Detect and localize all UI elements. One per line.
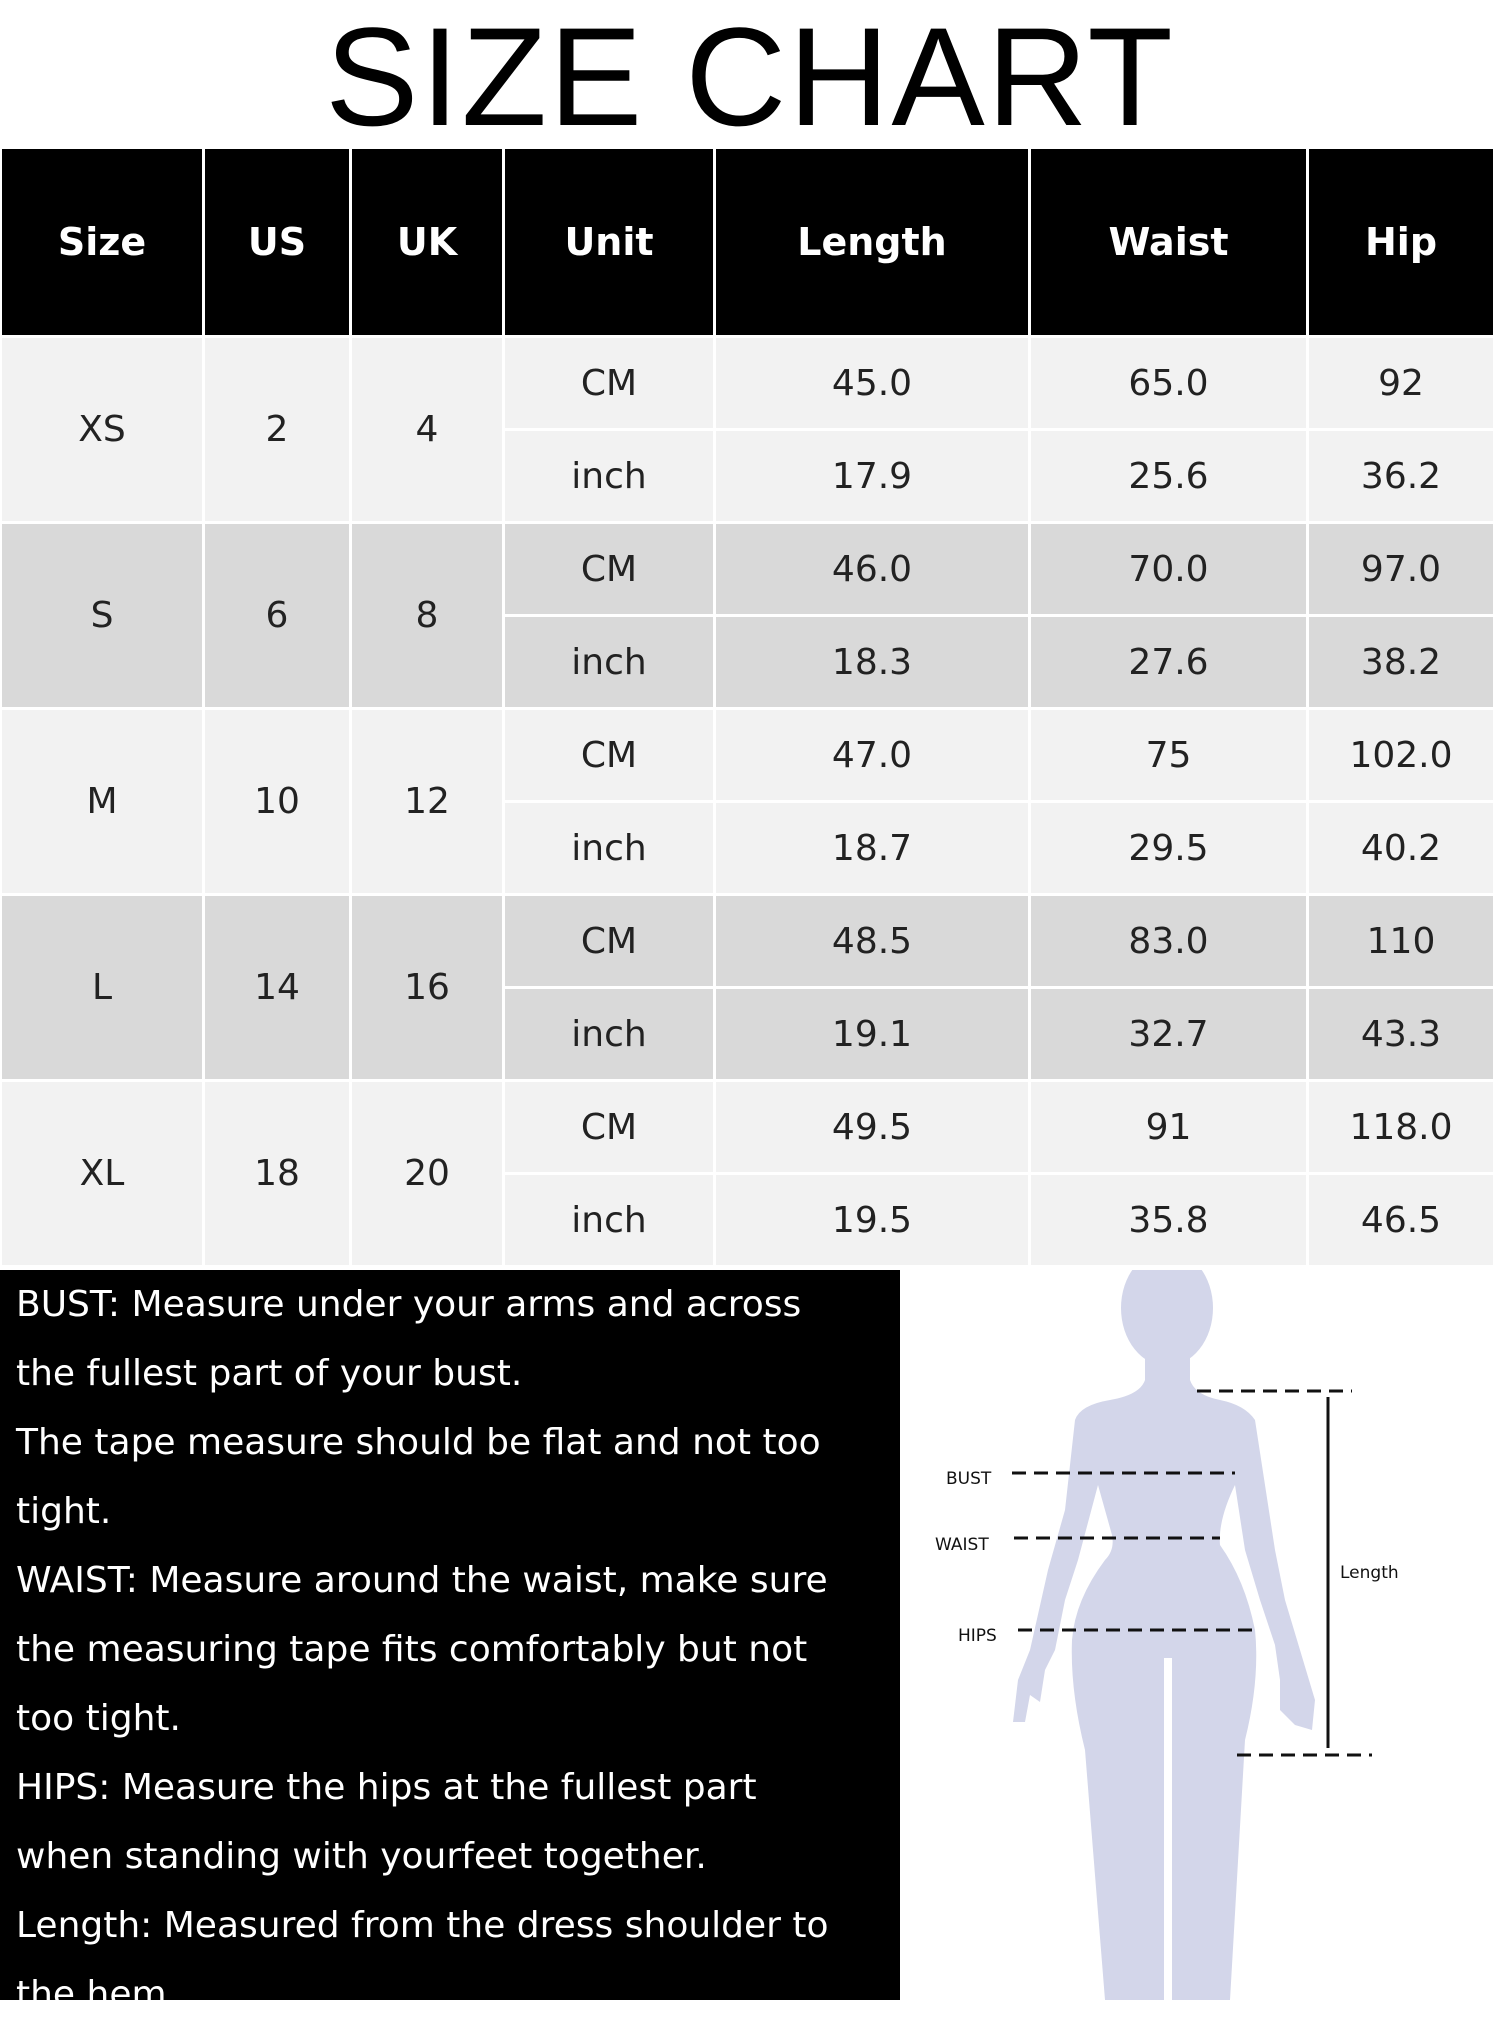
body-measurement-diagram: BUST WAIST HIPS Length [935,1270,1399,2000]
instruction-line: the measuring tape fits comfortably but … [16,1629,808,1670]
length-inch-cell: 19.1 [716,989,1028,1079]
hip-cm-cell: 110 [1309,896,1493,986]
hip-cm-cell: 97.0 [1309,524,1493,614]
waist-inch-cell: 27.6 [1031,617,1306,707]
instruction-line: BUST: Measure under your arms and across [16,1284,802,1325]
unit-cell: CM [505,524,713,614]
waist-inch-cell: 35.8 [1031,1175,1306,1265]
uk-size-cell: 20 [352,1082,502,1265]
hip-inch-cell: 36.2 [1309,431,1493,521]
unit-cell: inch [505,803,713,893]
length-inch-cell: 18.7 [716,803,1028,893]
waist-cm-cell: 75 [1031,710,1306,800]
us-size-cell: 14 [205,896,349,1079]
size-table: Size US UK Unit Length Waist Hip XS 2 4 CM 45.0 65.0… [2,149,1493,1265]
instruction-line: The tape measure should be flat and not … [16,1422,821,1463]
column-header-length: Length [716,149,1028,335]
instruction-line: Length: Measured from the dress shoulder… [16,1905,829,1946]
column-header-unit: Unit [505,149,713,335]
waist-label: WAIST [935,1535,989,1555]
length-inch-cell: 19.5 [716,1175,1028,1265]
waist-cm-cell: 91 [1031,1082,1306,1172]
column-header-hip: Hip [1309,149,1493,335]
column-header-waist: Waist [1031,149,1306,335]
measuring-instructions: BUST: Measure under your arms and across… [0,1270,900,2015]
unit-cell: CM [505,338,713,428]
length-cm-cell: 49.5 [716,1082,1028,1172]
column-header-size: Size [2,149,202,335]
hips-label: HIPS [958,1626,997,1646]
hip-cm-cell: 92 [1309,338,1493,428]
us-size-cell: 2 [205,338,349,521]
size-cell: L [2,896,202,1079]
length-inch-cell: 18.3 [716,617,1028,707]
instruction-line: the hem. [16,1974,178,2015]
us-size-cell: 10 [205,710,349,893]
page-title: SIZE CHART [325,0,1175,155]
size-cell: XS [2,338,202,521]
instruction-line: tight. [16,1491,112,1532]
hip-cm-cell: 118.0 [1309,1082,1493,1172]
uk-size-cell: 4 [352,338,502,521]
unit-cell: inch [505,617,713,707]
waist-cm-cell: 83.0 [1031,896,1306,986]
uk-size-cell: 12 [352,710,502,893]
unit-cell: inch [505,1175,713,1265]
unit-cell: CM [505,896,713,986]
length-cm-cell: 47.0 [716,710,1028,800]
instruction-line: too tight. [16,1698,181,1739]
length-cm-cell: 46.0 [716,524,1028,614]
uk-size-cell: 16 [352,896,502,1079]
size-cell: XL [2,1082,202,1265]
hip-inch-cell: 46.5 [1309,1175,1493,1265]
instruction-line: WAIST: Measure around the waist, make su… [16,1560,828,1601]
length-label: Length [1340,1563,1399,1583]
hip-inch-cell: 43.3 [1309,989,1493,1079]
unit-cell: inch [505,989,713,1079]
waist-inch-cell: 29.5 [1031,803,1306,893]
bust-label: BUST [946,1469,992,1489]
unit-cell: CM [505,710,713,800]
length-cm-cell: 45.0 [716,338,1028,428]
column-header-uk: UK [352,149,502,335]
size-cell: S [2,524,202,707]
waist-inch-cell: 32.7 [1031,989,1306,1079]
instruction-line: HIPS: Measure the hips at the fullest pa… [16,1767,757,1808]
waist-inch-cell: 25.6 [1031,431,1306,521]
size-cell: M [2,710,202,893]
length-cm-cell: 48.5 [716,896,1028,986]
unit-cell: inch [505,431,713,521]
us-size-cell: 18 [205,1082,349,1265]
instruction-line: the fullest part of your bust. [16,1353,523,1394]
hip-cm-cell: 102.0 [1309,710,1493,800]
uk-size-cell: 8 [352,524,502,707]
column-header-us: US [205,149,349,335]
waist-cm-cell: 70.0 [1031,524,1306,614]
waist-cm-cell: 65.0 [1031,338,1306,428]
unit-cell: CM [505,1082,713,1172]
hip-inch-cell: 38.2 [1309,617,1493,707]
instruction-line: when standing with yourfeet together. [16,1836,707,1877]
length-inch-cell: 17.9 [716,431,1028,521]
us-size-cell: 6 [205,524,349,707]
hip-inch-cell: 40.2 [1309,803,1493,893]
body-silhouette [1013,1270,1315,2000]
